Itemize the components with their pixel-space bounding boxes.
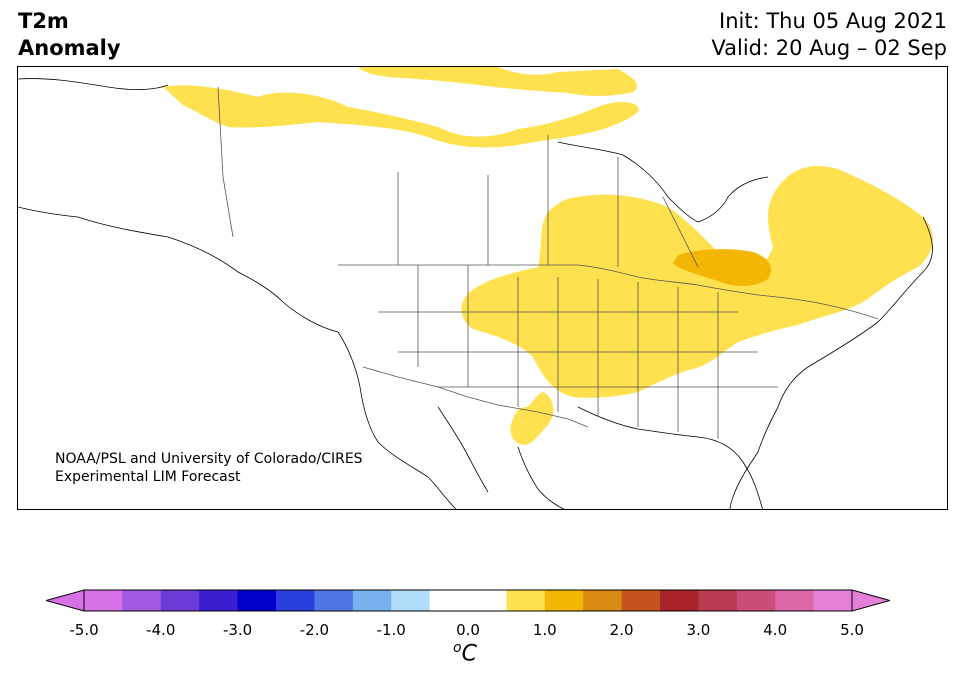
unit-label: oC [453, 640, 477, 666]
variable-title: T2m [18, 9, 69, 33]
colorbar-tick-label: -4.0 [146, 621, 176, 639]
us-state-grid [378, 265, 778, 439]
colorbar-under-arrow [46, 589, 85, 612]
mexico-coast [517, 446, 565, 509]
alaska-coast [18, 78, 339, 333]
east-coast [729, 216, 933, 509]
colorbar-segment [314, 590, 354, 611]
colorbar-segment [276, 590, 315, 611]
colorbar-segment [583, 590, 623, 611]
colorbar-segment [544, 590, 584, 611]
colorbar-tick-label: -2.0 [299, 621, 330, 639]
colorbar-segment [122, 590, 162, 611]
political-borders [217, 86, 879, 439]
unit-letter: C [461, 641, 477, 667]
credit-line-1: NOAA/PSL and University of Colorado/CIRE… [55, 451, 363, 467]
colorbar-over-arrow [851, 589, 890, 612]
colorbar-tick-label: -1.0 [376, 621, 406, 639]
canadian-province-lines [397, 135, 699, 268]
colorbar-segment [813, 590, 853, 611]
canada-us-border [338, 264, 879, 320]
us-mexico-border [362, 366, 589, 428]
colorbar-tick-label: 4.0 [763, 621, 788, 639]
colorbar-segment [352, 590, 392, 611]
anomaly-shading-warm [163, 67, 934, 445]
colorbar-segment [775, 590, 815, 611]
colorbar-segment [468, 590, 507, 611]
anomaly-map [18, 67, 934, 509]
mexico-anomaly-region [510, 392, 554, 445]
colorbar-tick-label: 5.0 [840, 621, 864, 639]
colorbar [46, 589, 890, 612]
map-panel [17, 66, 948, 510]
colorbar-segment [429, 590, 469, 611]
unit-degree-symbol: o [453, 640, 462, 656]
hudson-bay-coast [557, 141, 769, 223]
colorbar-segment [84, 590, 123, 611]
colorbar-segment [506, 590, 546, 611]
great-lakes-anomaly-core [673, 249, 772, 286]
init-date: Init: Thu 05 Aug 2021 [719, 9, 947, 33]
baja-coast [437, 406, 489, 493]
colorbar-tick-label: 2.0 [609, 621, 634, 639]
date-block: Init: Thu 05 Aug 2021 Valid: 20 Aug – 02… [711, 8, 947, 62]
credit-line-2: Experimental LIM Forecast [55, 469, 241, 485]
field-title: Anomaly [18, 36, 121, 60]
colorbar-tick-label: 3.0 [686, 621, 711, 639]
colorbar-tick-label: -3.0 [222, 621, 253, 639]
colorbar-segment [621, 590, 661, 611]
colorbar-segment [698, 590, 738, 611]
valid-range: Valid: 20 Aug – 02 Sep [711, 36, 947, 60]
colorbar-segment [199, 590, 239, 611]
arctic-anomaly-region [163, 85, 639, 148]
credit-text: NOAA/PSL and University of Colorado/CIRE… [55, 450, 363, 486]
title-block: T2m Anomaly [18, 8, 121, 62]
colorbar-tick-label: -5.0 [69, 621, 99, 639]
colorbar-segment [736, 590, 776, 611]
colorbar-segment [391, 590, 431, 611]
alaska-canada-border [217, 86, 234, 238]
gulf-coast [577, 406, 763, 509]
central-anomaly-region [461, 166, 934, 398]
colorbar-segment [237, 590, 277, 611]
colorbar-tick-label: 1.0 [532, 621, 557, 639]
arctic-islands-anomaly [358, 67, 638, 96]
coastlines [18, 78, 933, 509]
colorbar-tick-label: 0.0 [456, 621, 480, 639]
colorbar-segment [160, 590, 200, 611]
west-coast [337, 331, 457, 509]
colorbar-segment [660, 590, 699, 611]
